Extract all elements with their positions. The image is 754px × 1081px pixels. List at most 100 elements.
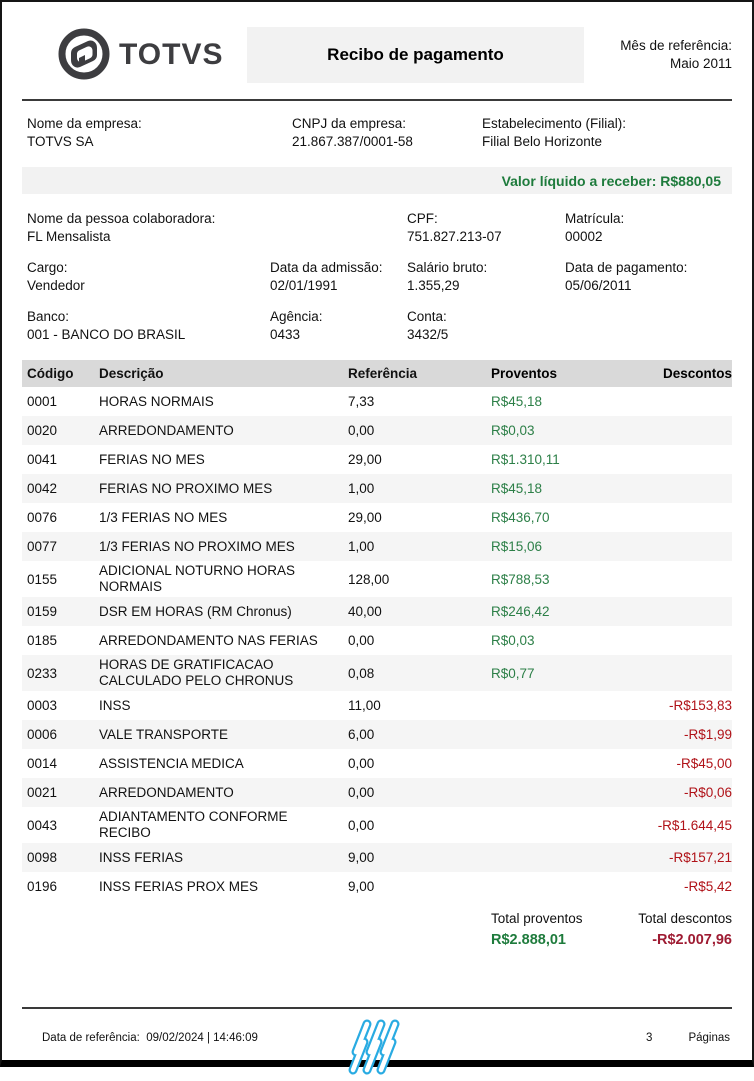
- cell-description: ASSISTENCIA MEDICA: [99, 755, 244, 771]
- cell-code: 0021: [27, 785, 58, 800]
- header-reference: Referência: [348, 366, 418, 381]
- table-body: 0001 HORAS NORMAIS 7,33 R$45,18 0020 ARR…: [22, 387, 732, 901]
- cell-reference: 0,00: [348, 633, 375, 648]
- table-row: 0196 INSS FERIAS PROX MES 9,00 -R$5,42: [22, 872, 732, 901]
- cell-reference: 0,08: [348, 665, 375, 681]
- company-section: Nome da empresa: TOTVS SA CNPJ da empres…: [22, 115, 732, 151]
- cell-code: 0076: [27, 510, 58, 525]
- net-value-bar: Valor líquido a receber: R$880,05: [22, 167, 732, 194]
- field-label: Matrícula:: [565, 211, 625, 226]
- table-row: 0043 ADIANTAMENTO CONFORME RECIBO 0,00 -…: [22, 807, 732, 843]
- field-value: 02/01/1991: [270, 278, 338, 293]
- cell-earnings: R$1.310,11: [491, 452, 560, 467]
- table-row: 0077 1/3 FERIAS NO PROXIMO MES 1,00 R$15…: [22, 532, 732, 561]
- employee-row-2: Cargo: Vendedor Data da admissão: 02/01/…: [27, 259, 732, 295]
- cell-code: 0001: [27, 394, 58, 409]
- totals-section: Total proventos Total descontos R$2.888,…: [22, 911, 732, 948]
- page-count-label: Páginas: [688, 1032, 730, 1044]
- field-label: Cargo:: [27, 260, 68, 275]
- cell-reference: 0,00: [348, 817, 375, 833]
- field-label: CNPJ da empresa:: [292, 116, 407, 131]
- cell-earnings: R$0,03: [491, 423, 535, 438]
- employee-section: Nome da pessoa colaboradora: FL Mensalis…: [22, 210, 732, 344]
- cell-description: 1/3 FERIAS NO MES: [99, 509, 228, 525]
- employee-field: Conta: 3432/5: [407, 308, 732, 344]
- cell-code: 0043: [27, 817, 58, 833]
- cell-earnings: R$15,06: [491, 539, 543, 554]
- cell-reference: 11,00: [348, 698, 381, 713]
- field-value: 0433: [270, 327, 301, 342]
- page-count: 3: [646, 1032, 653, 1044]
- field-value: 05/06/2011: [565, 278, 632, 293]
- table-row: 0003 INSS 11,00 -R$153,83: [22, 691, 732, 720]
- cell-code: 0077: [27, 539, 58, 554]
- field-label: CPF:: [407, 211, 438, 226]
- cell-code: 0003: [27, 698, 58, 713]
- cell-code: 0098: [27, 850, 58, 865]
- cell-reference: 7,33: [348, 394, 375, 409]
- field-value: 751.827.213-07: [407, 229, 502, 244]
- cell-description: HORAS DE GRATIFICACAO CALCULADO PELO CHR…: [99, 657, 294, 688]
- cell-reference: 1,00: [348, 481, 375, 496]
- field-label: Estabelecimento (Filial):: [482, 116, 627, 131]
- totvs-logo: TOTVS: [22, 28, 247, 83]
- field-value: TOTVS SA: [27, 134, 94, 149]
- cell-deductions: -R$45,00: [676, 756, 732, 771]
- table-row: 0001 HORAS NORMAIS 7,33 R$45,18: [22, 387, 732, 416]
- table-row: 0014 ASSISTENCIA MEDICA 0,00 -R$45,00: [22, 749, 732, 778]
- cell-description: INSS: [99, 697, 131, 713]
- payment-items-table: Código Descrição Referência Proventos De…: [22, 360, 732, 901]
- table-row: 0042 FERIAS NO PROXIMO MES 1,00 R$45,18: [22, 474, 732, 503]
- cell-reference: 29,00: [348, 452, 382, 467]
- cell-description: ARREDONDAMENTO: [99, 784, 234, 800]
- employee-field: CPF: 751.827.213-07: [407, 210, 565, 246]
- cell-description: INSS FERIAS: [99, 849, 184, 865]
- header-earnings: Proventos: [491, 366, 558, 381]
- cell-description: ADICIONAL NOTURNO HORAS NORMAIS: [99, 563, 296, 594]
- total-earnings-value: R$2.888,01: [491, 932, 566, 948]
- table-row: 0021 ARREDONDAMENTO 0,00 -R$0,06: [22, 778, 732, 807]
- employee-row-3: Banco: 001 - BANCO DO BRASIL Agência: 04…: [27, 308, 732, 344]
- field-value: Vendedor: [27, 278, 85, 293]
- company-field: CNPJ da empresa: 21.867.387/0001-58: [292, 115, 482, 151]
- company-field: Estabelecimento (Filial): Filial Belo Ho…: [482, 115, 732, 151]
- cell-earnings: R$0,77: [491, 665, 535, 681]
- cell-earnings: R$436,70: [491, 510, 550, 525]
- cell-reference: 6,00: [348, 727, 375, 742]
- cell-earnings: R$788,53: [491, 571, 550, 587]
- table-row: 0041 FERIAS NO MES 29,00 R$1.310,11: [22, 445, 732, 474]
- table-row: 0185 ARREDONDAMENTO NAS FERIAS 0,00 R$0,…: [22, 626, 732, 655]
- field-label: Conta:: [407, 309, 447, 324]
- table-row: 0076 1/3 FERIAS NO MES 29,00 R$436,70: [22, 503, 732, 532]
- employee-field: Data de pagamento: 05/06/2011: [565, 259, 732, 295]
- employee-row-1: Nome da pessoa colaboradora: FL Mensalis…: [27, 210, 732, 246]
- cell-reference: 9,00: [348, 850, 375, 865]
- net-value-text: Valor líquido a receber: R$880,05: [501, 172, 721, 189]
- reference-month-value: Maio 2011: [669, 56, 732, 71]
- cell-earnings: R$0,03: [491, 633, 535, 648]
- cell-deductions: -R$157,21: [668, 850, 732, 865]
- reference-month-label: Mês de referência:: [620, 38, 732, 53]
- cell-earnings: R$45,18: [491, 394, 543, 409]
- cell-earnings: R$246,42: [491, 604, 550, 619]
- cell-code: 0159: [27, 604, 58, 619]
- field-value: 00002: [565, 229, 603, 244]
- footer-divider: [22, 1007, 732, 1009]
- cell-reference: 9,00: [348, 879, 375, 894]
- cell-description: ADIANTAMENTO CONFORME RECIBO: [99, 809, 288, 840]
- field-label: Data da admissão:: [270, 260, 383, 275]
- header-description: Descrição: [99, 365, 164, 381]
- cell-code: 0041: [27, 452, 58, 467]
- employee-field: Nome da pessoa colaboradora: FL Mensalis…: [27, 210, 407, 246]
- cell-reference: 128,00: [348, 571, 390, 587]
- field-label: Data de pagamento:: [565, 260, 688, 275]
- company-field: Nome da empresa: TOTVS SA: [27, 115, 292, 151]
- cell-code: 0233: [27, 665, 58, 681]
- cell-deductions: -R$1,99: [683, 727, 732, 742]
- totvs-logo-icon: [58, 28, 110, 83]
- cell-reference: 0,00: [348, 785, 375, 800]
- total-earnings-label: Total proventos: [491, 911, 583, 926]
- cell-deductions: -R$5,42: [683, 879, 732, 894]
- cell-code: 0014: [27, 756, 58, 771]
